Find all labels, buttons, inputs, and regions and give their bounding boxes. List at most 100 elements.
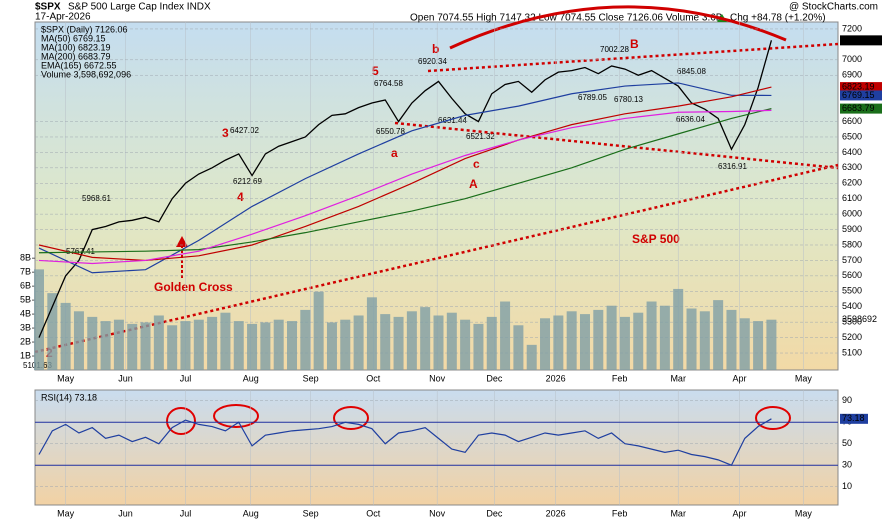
price-label: 6427.02 (230, 126, 259, 135)
volume-label: 3598692 (842, 314, 877, 324)
y-tick-label: 30 (842, 460, 852, 470)
x-tick-label: Dec (486, 508, 503, 518)
x-tick-label: Sep (303, 508, 319, 518)
price-label: 6631.44 (438, 116, 467, 125)
y-tick-label: 5300 (842, 317, 862, 327)
volume-bar (393, 316, 404, 370)
price-label: 6636.04 (676, 115, 705, 124)
change: Chg +84.78 (+1.20%) (730, 13, 826, 24)
volume-bar (619, 316, 630, 370)
quote: Open 7074.55 High 7147.32 Low 7074.55 Cl… (410, 13, 723, 24)
volume-bar (220, 312, 231, 370)
price-flag-label: 6823.19 (842, 81, 875, 91)
volume-bar (113, 319, 124, 370)
series-line (38, 418, 772, 466)
volume-bar (366, 297, 377, 370)
volume-bar (180, 321, 191, 370)
price-label: 6521.32 (466, 132, 495, 141)
volume-bar (646, 301, 657, 370)
volume-bar (326, 322, 337, 370)
y2-tick-label: 3B (20, 322, 31, 332)
x-tick-label: May (57, 508, 75, 518)
price-flag-label: 7126.06 (842, 35, 875, 45)
x-tick-label: Jul (180, 508, 192, 518)
volume-bar (340, 319, 351, 370)
volume-bar (100, 321, 111, 370)
wave-label: c (473, 157, 480, 171)
series-line (38, 86, 772, 262)
y-tick-label: 6300 (842, 162, 862, 172)
wave-label: 5 (372, 64, 379, 78)
wave-label: b (432, 42, 439, 56)
volume-bar (353, 315, 364, 370)
y-tick-label: 6500 (842, 131, 862, 141)
highlight-circle (213, 404, 259, 428)
y-tick-label: 6600 (842, 116, 862, 126)
legend-entry: $SPX (Daily) 7126.06 (41, 24, 128, 34)
volume-bar (500, 301, 511, 370)
volume-bar (713, 300, 724, 370)
volume-bar (753, 321, 764, 370)
y-tick-label: 6100 (842, 193, 862, 203)
price-flag-label: 6683.79 (842, 103, 875, 113)
trendline (394, 121, 839, 170)
x-tick-label: Jul (180, 373, 192, 383)
volume-bar (659, 305, 670, 370)
volume-bar (766, 319, 777, 370)
x-tick-label: Apr (732, 508, 746, 518)
volume-bar (593, 309, 604, 370)
volume-bar (300, 309, 311, 370)
volume-bar (73, 311, 84, 370)
volume-bar (287, 321, 298, 370)
y-tick-label: 6400 (842, 147, 862, 157)
volume-bar (313, 291, 324, 370)
wave-label: 4 (237, 190, 244, 204)
x-tick-label: 2026 (546, 508, 566, 518)
y-tick-label: 5900 (842, 224, 862, 234)
highlight-circle (333, 406, 369, 430)
x-tick-label: Aug (243, 373, 259, 383)
y-tick-label: 6900 (842, 70, 862, 80)
volume-bar (686, 308, 697, 370)
y2-tick-label: 8B (20, 253, 31, 263)
price-label: 6789.05 (578, 93, 607, 102)
x-tick-label: Jun (118, 373, 133, 383)
x-tick-label: Dec (486, 373, 503, 383)
highlight-circle (166, 407, 196, 435)
price-label: 6212.69 (233, 177, 262, 186)
series-line (38, 40, 773, 338)
volume-bar (473, 323, 484, 370)
rsi-flag-label: 73.18 (842, 413, 865, 423)
volume-bar (167, 325, 178, 370)
price-flag-label: 6769.15 (842, 90, 875, 100)
volume-bar (633, 312, 644, 370)
y2-tick-label: 6B (20, 281, 31, 291)
y-tick-label: 5500 (842, 286, 862, 296)
y-tick-label: 90 (842, 395, 852, 405)
price-label: 6780.13 (614, 95, 643, 104)
y-tick-label: 5800 (842, 239, 862, 249)
y-tick-label: 5100 (842, 347, 862, 357)
y2-tick-label: 5B (20, 294, 31, 304)
x-tick-label: May (795, 508, 813, 518)
x-tick-label: Apr (732, 373, 746, 383)
y-tick-label: 5400 (842, 301, 862, 311)
y2-tick-label: 1B (20, 350, 31, 360)
x-tick-label: Feb (612, 373, 628, 383)
x-tick-label: 2026 (546, 373, 566, 383)
wave-label: B (630, 37, 639, 51)
price-label: 6764.58 (374, 79, 403, 88)
volume-bar (566, 311, 577, 370)
y-tick-label: 10 (842, 481, 852, 491)
price-flag (840, 82, 882, 93)
y-tick-label: 6200 (842, 178, 862, 188)
golden-cross-note: Golden Cross (154, 280, 233, 294)
wave-label: 3 (222, 126, 229, 140)
wave-label: A (469, 177, 478, 191)
volume-bar (579, 314, 590, 370)
symbol: $SPX (35, 2, 61, 13)
series-line (38, 82, 772, 274)
rsi-panel (34, 389, 839, 506)
